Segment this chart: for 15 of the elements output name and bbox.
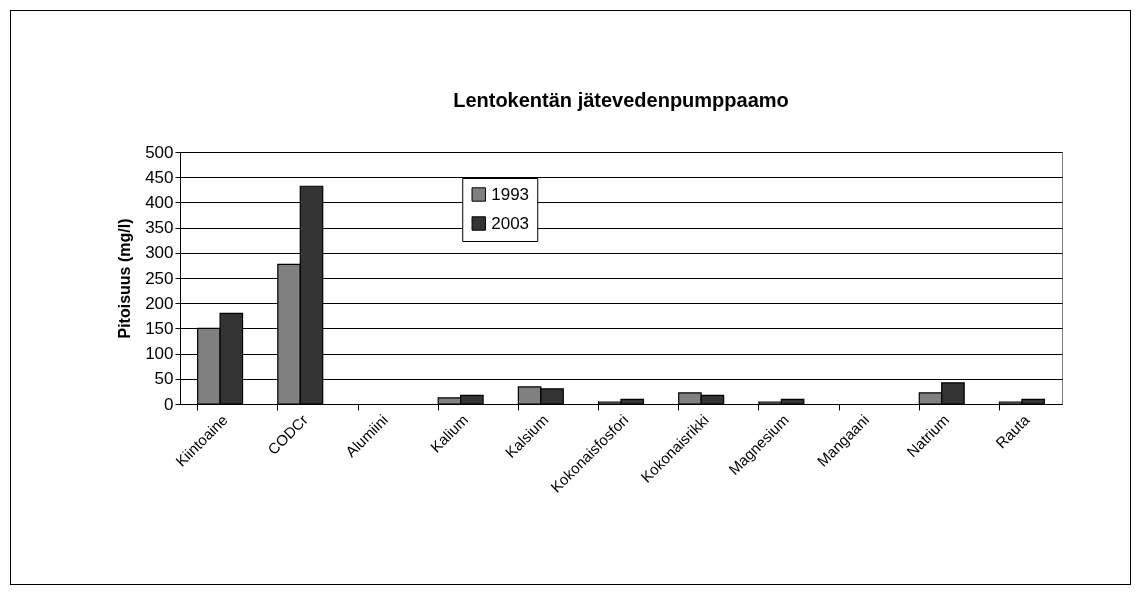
y-tick-label: 500	[145, 142, 174, 162]
y-tick-label: 300	[145, 243, 174, 263]
y-tick-label: 100	[145, 344, 174, 364]
y-axis-title: Pitoisuus (mg/l)	[116, 218, 134, 339]
y-tick-label: 350	[145, 218, 174, 238]
y-tick-label: 0	[164, 394, 174, 414]
legend-label: 2003	[491, 213, 530, 233]
y-tick-label: 450	[145, 167, 174, 187]
y-tick-label: 250	[145, 268, 174, 288]
legend-label: 1993	[491, 184, 530, 204]
chart-title: Lentokentän jätevedenpumppaamo	[453, 89, 789, 111]
y-tick-label: 150	[145, 318, 174, 338]
y-tick-label: 50	[154, 369, 174, 389]
y-tick-label: 400	[145, 192, 174, 212]
y-tick-label: 200	[145, 293, 174, 313]
